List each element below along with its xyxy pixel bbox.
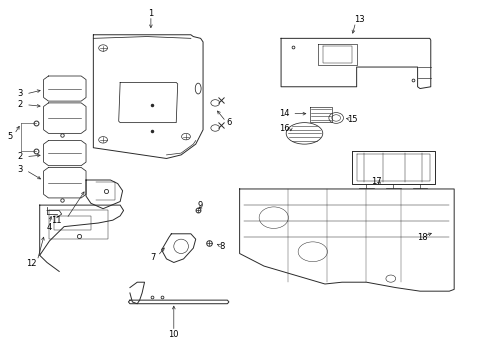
Text: 14: 14 — [279, 109, 289, 118]
Text: 9: 9 — [198, 201, 203, 210]
Text: 16: 16 — [279, 123, 289, 132]
Text: 3: 3 — [18, 89, 23, 98]
Text: 4: 4 — [47, 223, 52, 232]
Text: 12: 12 — [26, 259, 36, 268]
Text: 8: 8 — [220, 242, 225, 251]
Text: 3: 3 — [18, 165, 23, 174]
Text: 6: 6 — [226, 118, 231, 127]
Text: 5: 5 — [8, 132, 13, 141]
Text: 15: 15 — [347, 115, 357, 124]
Text: 2: 2 — [18, 152, 23, 161]
Text: 13: 13 — [353, 15, 364, 24]
Text: 10: 10 — [168, 330, 179, 339]
Text: 7: 7 — [150, 253, 155, 262]
Text: 2: 2 — [18, 100, 23, 109]
Text: 1: 1 — [148, 9, 153, 18]
Text: 11: 11 — [51, 216, 62, 225]
Text: 17: 17 — [370, 177, 381, 186]
Text: 18: 18 — [416, 233, 427, 242]
